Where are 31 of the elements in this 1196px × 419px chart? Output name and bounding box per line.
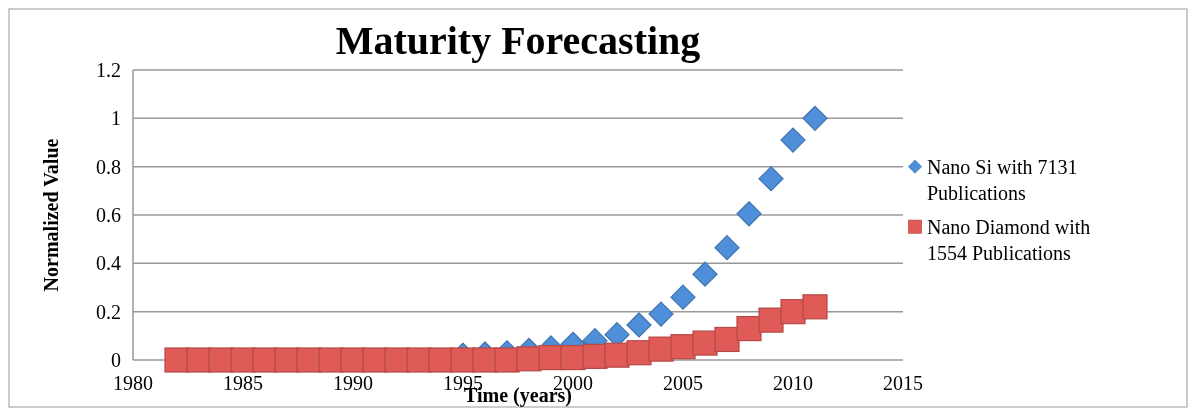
y-tick-label: 0.6 [96,204,121,226]
point [758,166,784,192]
y-tick-label: 1.2 [96,59,121,81]
point [802,294,828,320]
point [648,301,674,327]
x-tick-label: 2005 [663,372,703,394]
x-tick-label: 1990 [333,372,373,394]
x-tick-label: 2015 [883,372,923,394]
point [626,312,652,338]
point [714,326,740,353]
y-axis-title: Normalized Value [40,138,62,292]
legend-label: Nano Si with 7131 Publications [927,155,1078,204]
point [758,307,784,333]
point [736,315,762,342]
x-tick-label: 2010 [773,372,813,394]
y-tick-label: 0.2 [96,300,121,323]
y-tick-label: 0.8 [96,155,121,178]
point [802,105,828,131]
point [670,284,696,310]
y-tick-label: 1 [111,107,121,130]
x-tick-label: 1980 [113,372,153,394]
legend-label: Nano Diamond with 1554 Publications [927,215,1091,264]
point [714,235,740,261]
y-tick-label: 0 [111,349,121,371]
point [780,127,806,153]
y-tick-label: 0.4 [96,252,121,275]
point [780,299,806,325]
point [692,261,718,287]
point [736,201,762,227]
x-tick-label: 1985 [223,372,263,394]
chart-title: Maturity Forecasting [335,18,701,63]
